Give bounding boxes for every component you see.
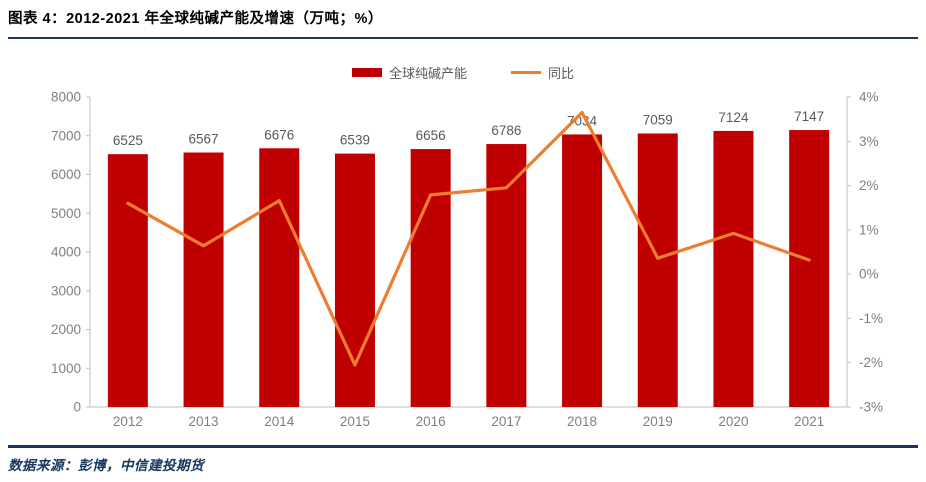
capacity-bar: [562, 134, 603, 407]
y-axis-left-label: 8000: [51, 90, 81, 105]
y-axis-right-label: 4%: [859, 90, 879, 105]
bar-swatch-icon: [351, 67, 382, 77]
y-axis-left-label: 4000: [51, 245, 81, 260]
y-axis-right-label: 1%: [859, 222, 879, 237]
y-axis-left-label: 3000: [51, 283, 81, 298]
y-axis-left-label: 1000: [51, 361, 81, 376]
y-axis-right-label: -1%: [859, 311, 883, 326]
y-axis-right-label: 0%: [859, 267, 879, 282]
x-axis-label: 2019: [643, 414, 673, 429]
y-axis-right-label: -3%: [859, 400, 883, 415]
bar-value-label: 6539: [340, 133, 370, 148]
y-axis-left-label: 5000: [51, 206, 81, 221]
x-axis-label: 2015: [340, 414, 370, 429]
x-axis-label: 2020: [718, 414, 748, 429]
capacity-bar: [789, 130, 830, 407]
legend-label-yoy: 同比: [548, 65, 575, 81]
bar-value-label: 6786: [491, 123, 521, 138]
x-axis-label: 2016: [416, 414, 446, 429]
capacity-bar: [107, 154, 148, 407]
y-axis-left-label: 6000: [51, 167, 81, 182]
x-axis-label: 2017: [491, 414, 521, 429]
capacity-bar: [259, 148, 300, 407]
capacity-bar: [637, 133, 678, 407]
capacity-bar: [334, 153, 375, 407]
capacity-bar: [713, 130, 754, 407]
y-axis-left-label: 7000: [51, 128, 81, 143]
y-axis-right-label: 2%: [859, 178, 879, 193]
bar-value-label: 7059: [643, 112, 673, 127]
bar-value-label: 7124: [718, 110, 749, 125]
chart-legend: 全球纯碱产能 同比: [0, 63, 926, 81]
capacity-bar: [486, 144, 527, 408]
x-axis-label: 2014: [264, 414, 295, 429]
legend-label-capacity: 全球纯碱产能: [388, 65, 467, 81]
yoy-growth-line: [126, 110, 811, 367]
x-axis-label: 2018: [567, 414, 597, 429]
capacity-bar: [410, 149, 451, 407]
line-swatch-icon: [511, 70, 541, 74]
footer-divider: [8, 445, 918, 448]
capacity-bar: [183, 152, 224, 407]
y-axis-left-label: 2000: [51, 322, 81, 337]
y-axis-right-label: 3%: [859, 134, 879, 149]
chart-title: 图表 4：2012-2021 年全球纯碱产能及增速（万吨；%）: [8, 11, 383, 27]
y-axis-right-label: -2%: [859, 355, 883, 370]
x-axis-label: 2021: [794, 414, 824, 429]
bar-value-label: 7147: [794, 109, 824, 124]
data-source-note: 数据来源：彭博，中信建投期货: [8, 458, 204, 473]
bar-value-label: 6567: [189, 132, 219, 147]
x-axis-label: 2013: [189, 414, 219, 429]
x-axis-label: 2012: [113, 414, 143, 429]
legend-item-yoy: 同比: [511, 63, 574, 82]
y-axis-left-label: 0: [73, 400, 81, 415]
bar-value-label: 6525: [113, 133, 143, 148]
title-divider: [8, 37, 918, 39]
bar-value-label: 6676: [264, 127, 294, 142]
bar-value-label: 6656: [416, 128, 446, 143]
legend-item-capacity: 全球纯碱产能: [351, 63, 467, 82]
